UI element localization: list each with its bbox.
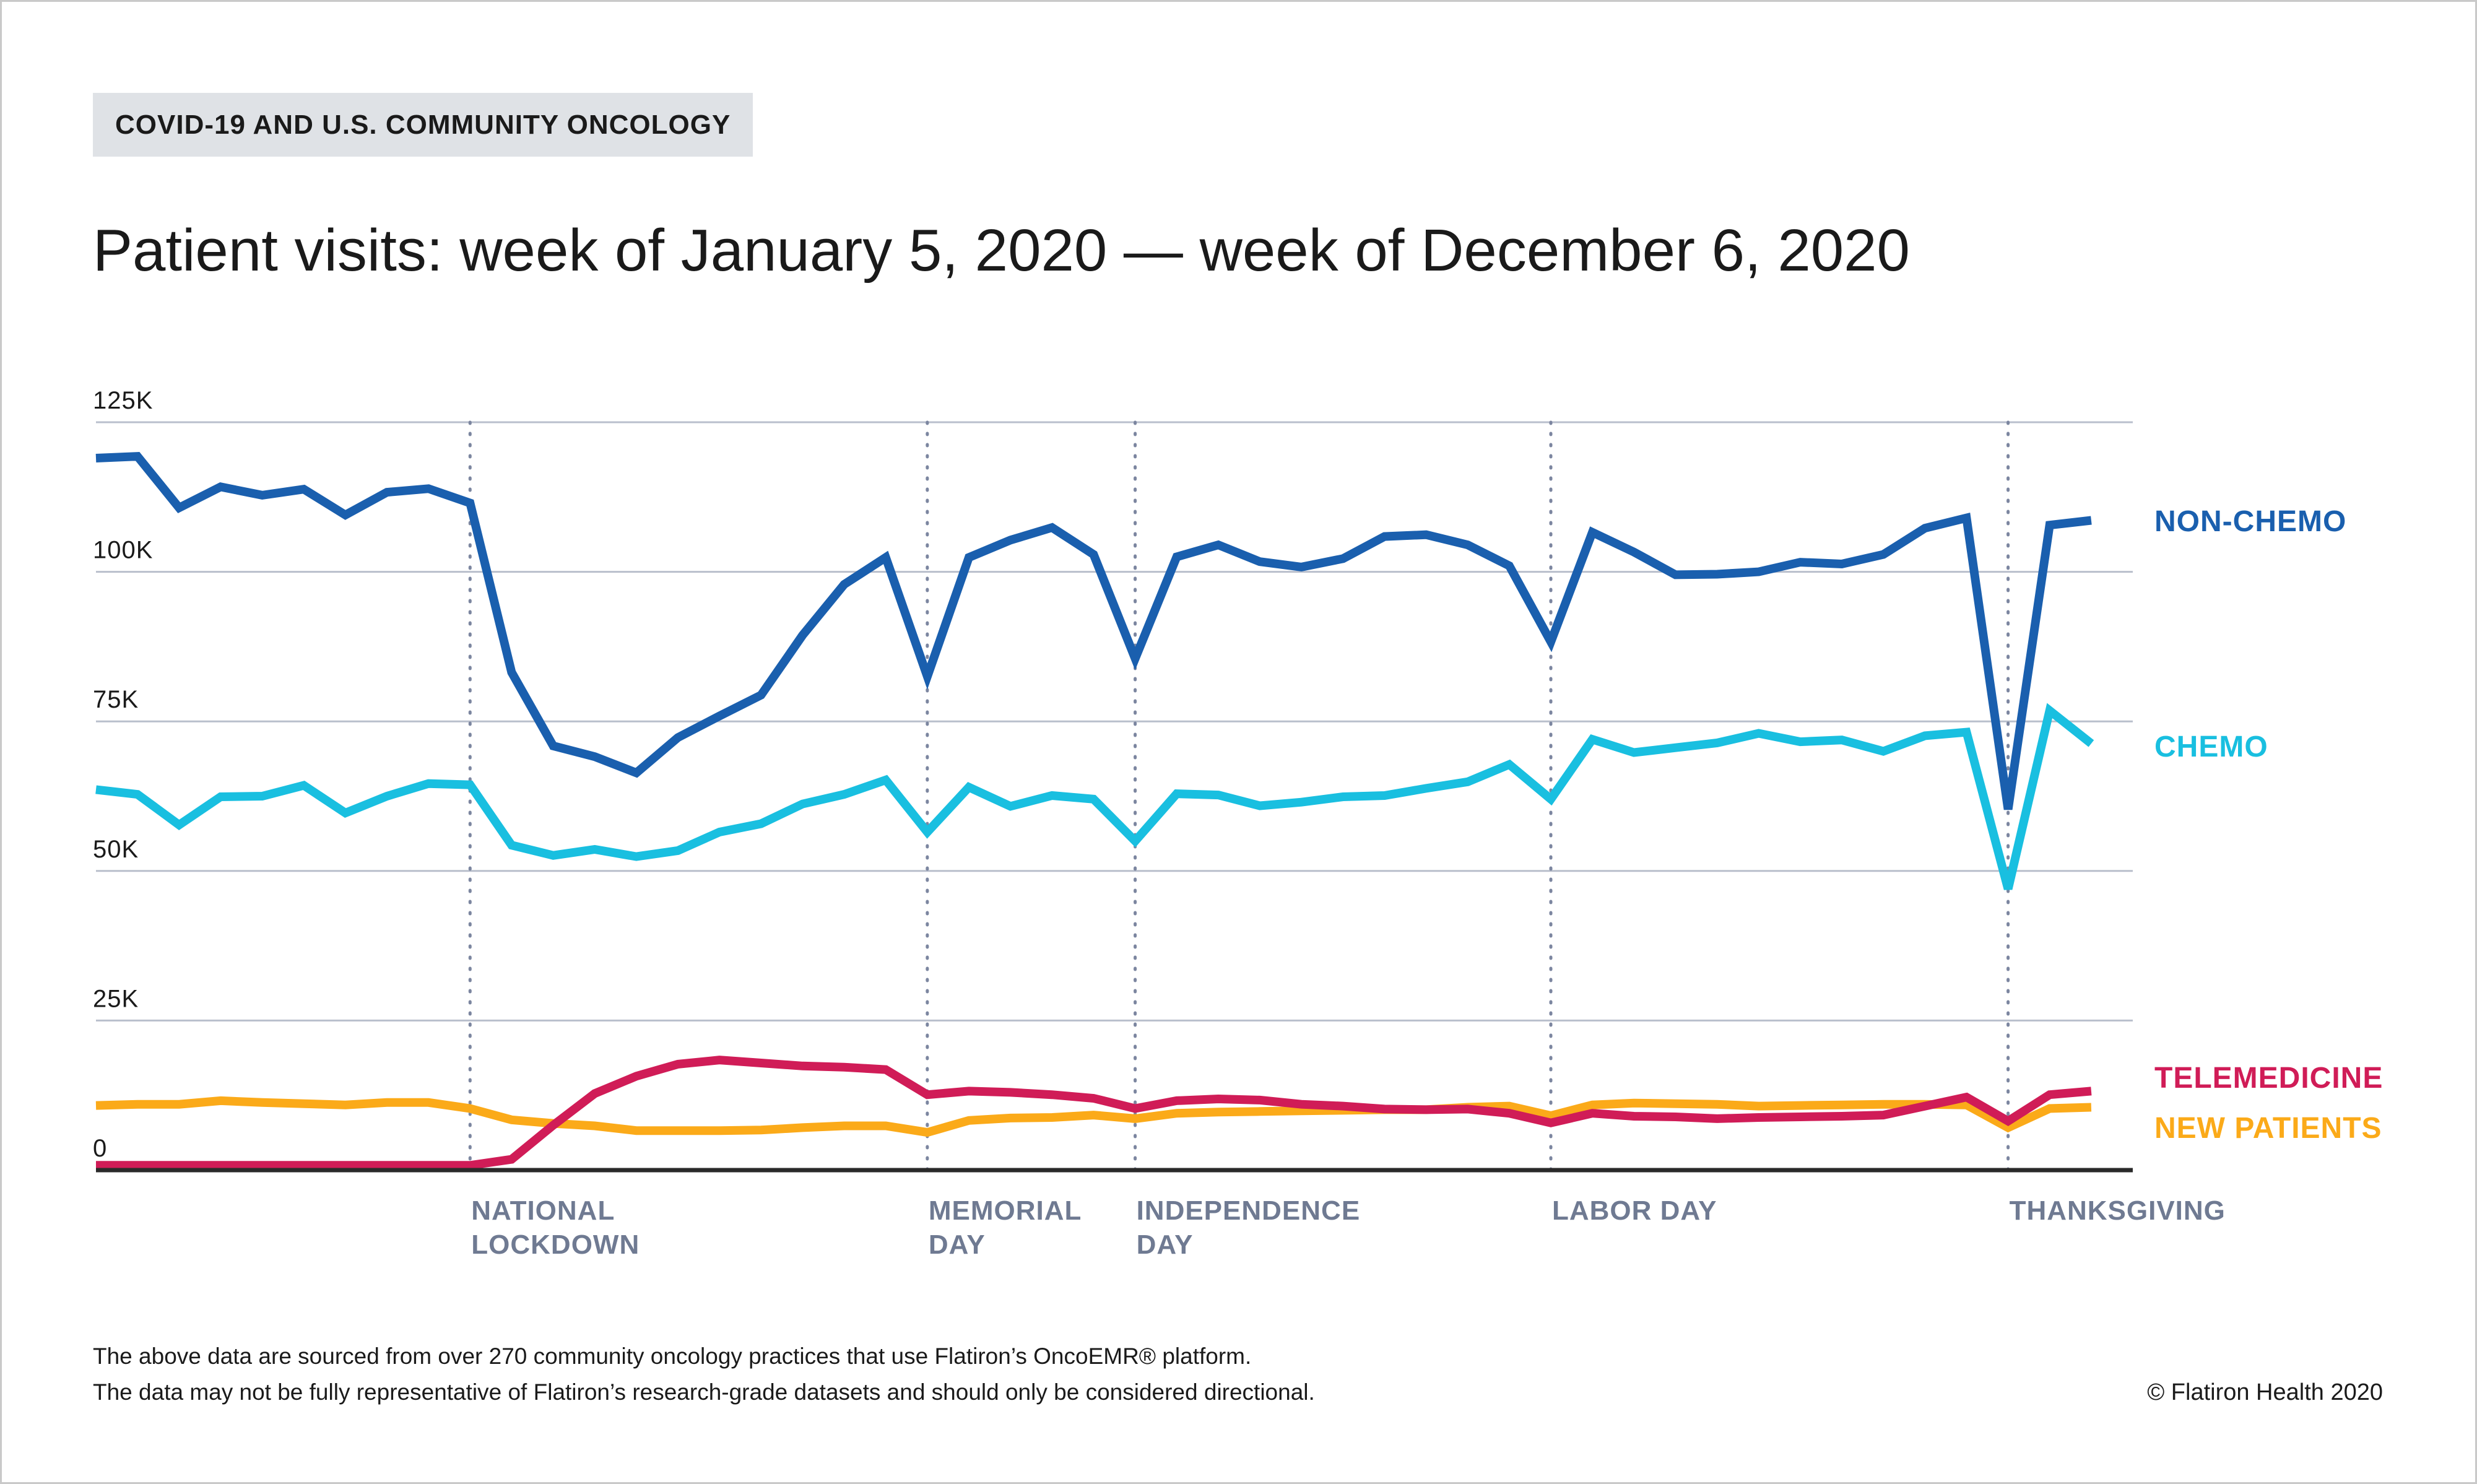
event-label-0-1: LOCKDOWN: [471, 1230, 640, 1260]
series-line-non-chemo: [95, 451, 2092, 810]
y-tick-label-50K: 50K: [93, 836, 139, 863]
series-line-new-patients: [95, 1096, 2092, 1137]
event-label-1-1: DAY: [929, 1230, 986, 1260]
event-label-2-1: DAY: [1137, 1230, 1194, 1260]
section-tag: COVID-19 AND U.S. COMMUNITY ONCOLOGY: [93, 93, 753, 157]
y-tick-label-25K: 25K: [93, 985, 139, 1012]
event-label-4-0: THANKSGIVING: [2010, 1195, 2226, 1226]
event-label-3-0: LABOR DAY: [1552, 1195, 1717, 1226]
footnote-line-1: The above data are sourced from over 270…: [93, 1343, 1252, 1369]
y-tick-label-75K: 75K: [93, 686, 139, 713]
series-label-chemo: CHEMO: [2154, 731, 2268, 763]
y-tick-label-0: 0: [93, 1135, 107, 1162]
event-label-2-0: INDEPENDENCE: [1137, 1195, 1361, 1226]
series-label-new-patients: NEW PATIENTS: [2154, 1112, 2382, 1145]
event-label-1-0: MEMORIAL: [929, 1195, 1082, 1226]
chart-title: Patient visits: week of January 5, 2020 …: [93, 217, 1910, 284]
y-tick-label-100K: 100K: [93, 537, 153, 564]
footnote-line-2: The data may not be fully representative…: [93, 1379, 1315, 1405]
series-label-non-chemo: NON-CHEMO: [2154, 505, 2346, 538]
series-label-telemedicine: TELEMEDICINE: [2154, 1062, 2383, 1095]
event-label-0-0: NATIONAL: [471, 1195, 615, 1226]
y-tick-label-125K: 125K: [93, 387, 153, 414]
series-line-telemedicine: [96, 1056, 2092, 1170]
copyright-credit: © Flatiron Health 2020: [2147, 1379, 2383, 1405]
series-line-chemo: [95, 703, 2094, 890]
